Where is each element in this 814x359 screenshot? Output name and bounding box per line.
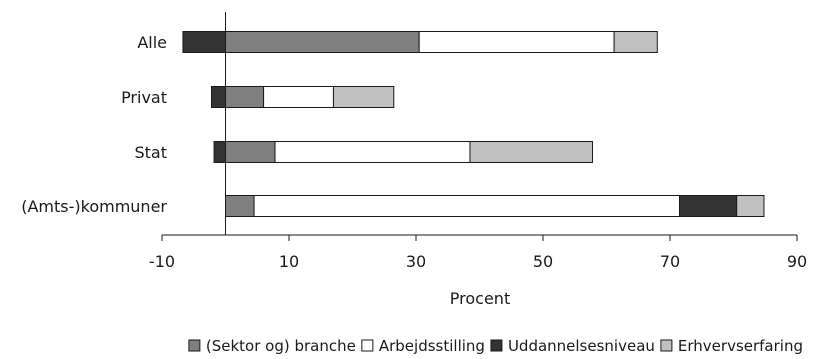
bars-layer (182, 31, 765, 217)
bar-erhvervserfaring-0 (613, 31, 658, 53)
bar-uddannelsesniveau-2 (213, 141, 227, 163)
x-tick-label-5: 90 (787, 252, 807, 271)
bar-sektor-og-branche-3 (225, 195, 255, 217)
legend-swatch-erhvervserfaring (660, 339, 673, 352)
bar-arbejdsstilling-0 (418, 31, 615, 53)
bar-sektor-og-branche-2 (225, 141, 276, 163)
category-label-1: Privat (121, 88, 167, 107)
legend-label-arbejdsstilling: Arbejdsstilling (379, 337, 485, 355)
x-tick-label-2: 30 (406, 252, 426, 271)
legend-label-uddannelsesniveau: Uddannelsesniveau (508, 337, 655, 355)
x-tick-label-4: 70 (660, 252, 680, 271)
x-tick-labels: -10 10 30 50 70 90 (149, 252, 807, 271)
bar-erhvervserfaring-2 (469, 141, 594, 163)
category-label-2: Stat (134, 143, 167, 162)
bar-erhvervserfaring-1 (332, 86, 395, 108)
bar-arbejdsstilling-1 (263, 86, 334, 108)
x-axis-label: Procent (450, 289, 510, 308)
legend-label-erhvervserfaring: Erhvervserfaring (678, 337, 803, 355)
legend-swatch-arbejdsstilling (361, 339, 374, 352)
bar-arbejdsstilling-2 (274, 141, 471, 163)
legend-swatch-sektor-og-branche (188, 339, 201, 352)
category-labels: Alle Privat Stat (Amts-)kommuner (21, 33, 167, 216)
x-tick-label-0: -10 (149, 252, 175, 271)
x-tick-label-1: 10 (279, 252, 299, 271)
bar-sektor-og-branche-0 (225, 31, 420, 53)
legend-swatch-uddannelsesniveau (490, 339, 503, 352)
legend: (Sektor og) branche Arbejdsstilling Uddann… (188, 337, 803, 355)
bar-uddannelsesniveau-0 (182, 31, 226, 53)
bar-arbejdsstilling-3 (253, 195, 681, 217)
axes-layer (161, 12, 798, 241)
bar-sektor-og-branche-1 (225, 86, 265, 108)
category-label-0: Alle (137, 33, 167, 52)
bar-uddannelsesniveau-3 (679, 195, 738, 217)
bar-erhvervserfaring-3 (736, 195, 765, 217)
legend-label-sektor-og-branche: (Sektor og) branche (206, 337, 356, 355)
x-tick-label-3: 50 (533, 252, 553, 271)
category-label-3: (Amts-)kommuner (21, 197, 167, 216)
bar-uddannelsesniveau-1 (211, 86, 226, 108)
